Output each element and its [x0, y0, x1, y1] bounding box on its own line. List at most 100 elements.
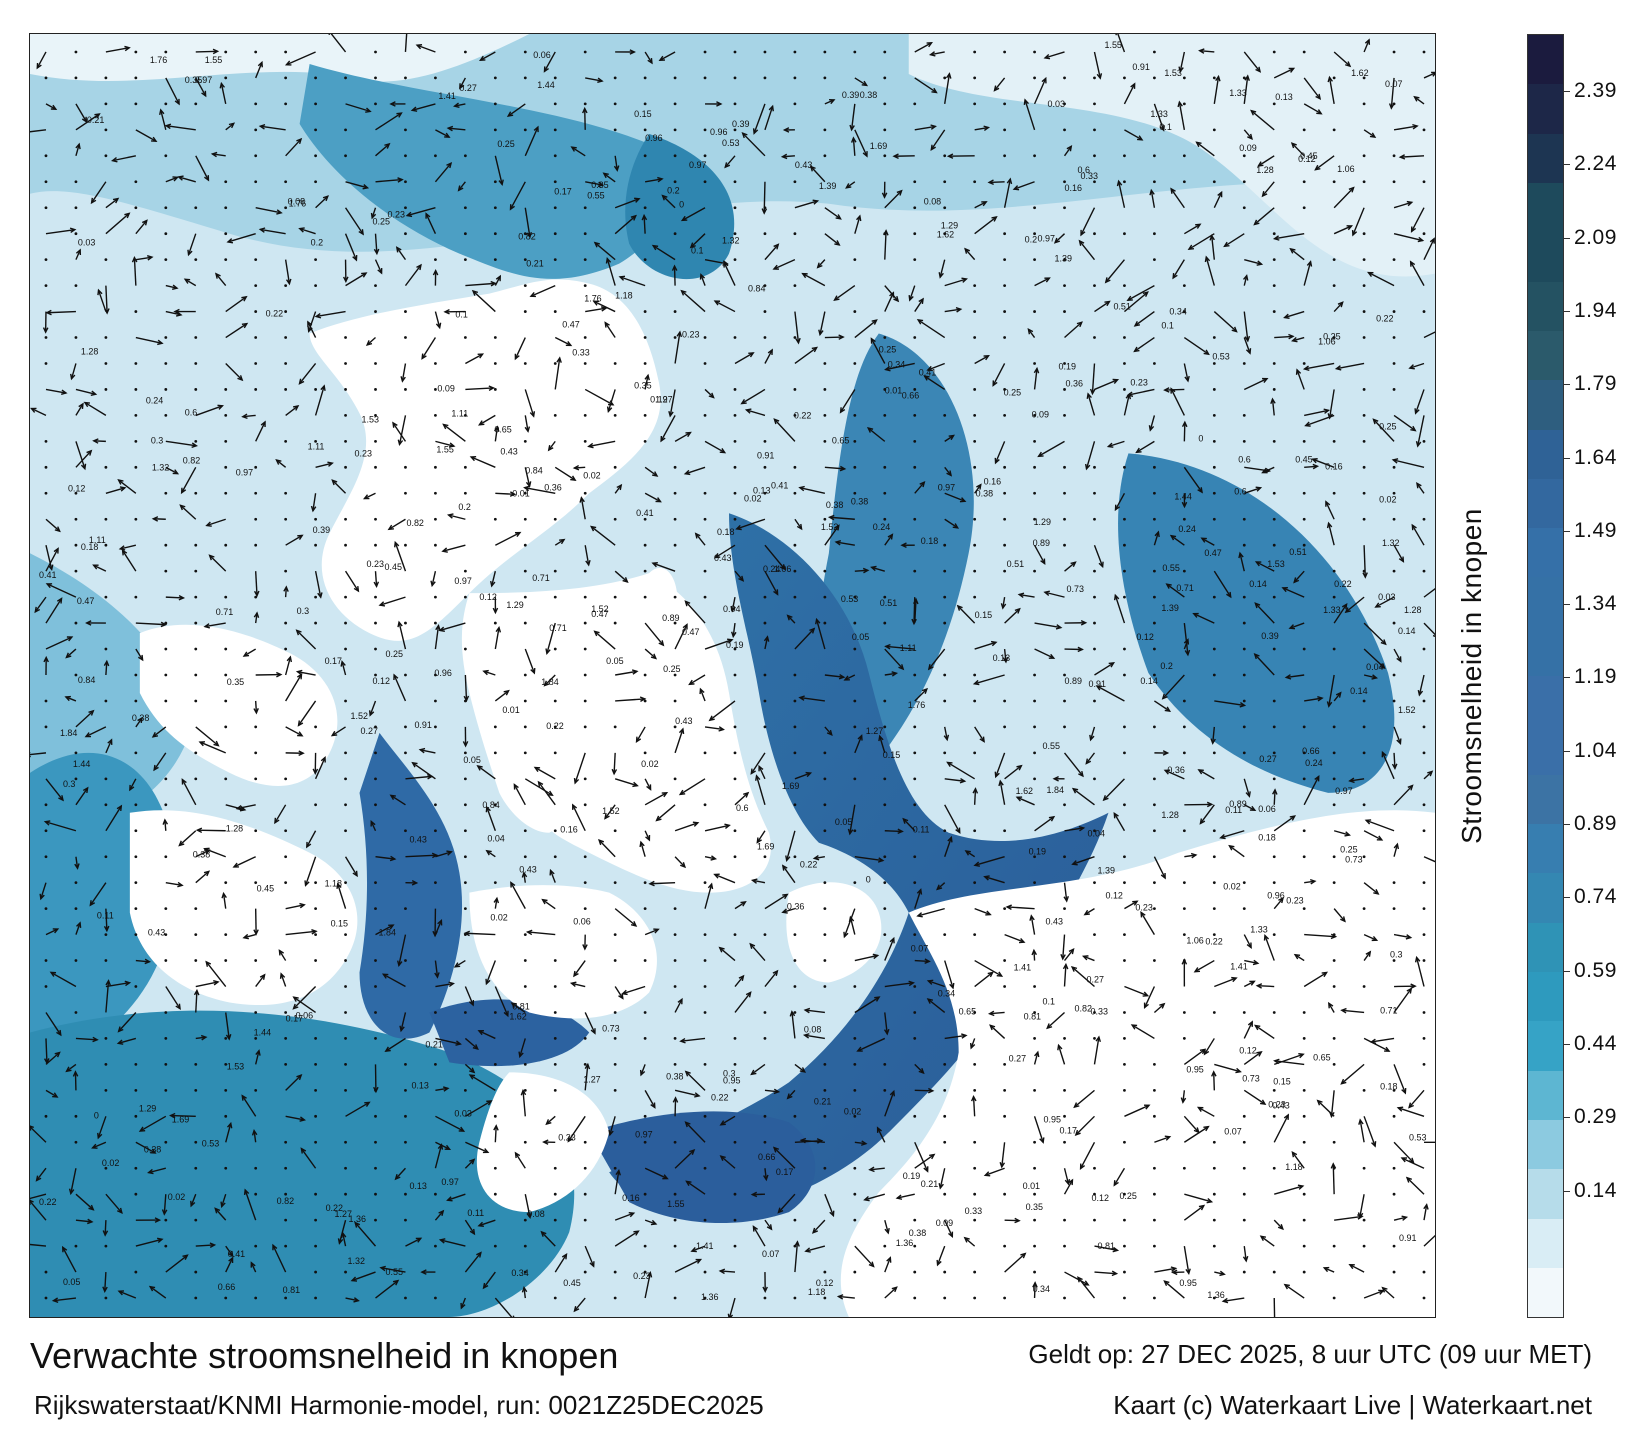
current-arrow	[464, 1219, 475, 1235]
current-arrow-head	[241, 413, 248, 420]
current-arrow-head	[1219, 1270, 1226, 1277]
calm-dot	[194, 569, 198, 573]
current-arrow-head	[983, 1171, 991, 1177]
calm-dot	[943, 569, 947, 573]
current-arrow-head	[1334, 365, 1342, 371]
current-arrow	[965, 850, 976, 858]
calm-dot	[703, 154, 707, 158]
current-arrow	[1044, 51, 1065, 59]
current-arrow-head	[193, 988, 200, 996]
calm-dot	[973, 465, 977, 469]
current-arrow	[405, 775, 432, 780]
calm-dot	[523, 569, 527, 573]
current-arrow	[75, 144, 80, 156]
calm-dot	[1242, 154, 1246, 158]
calm-dot	[104, 128, 108, 132]
current-arrow-head	[340, 660, 346, 667]
current-arrow-head	[74, 863, 80, 870]
current-arrow	[585, 307, 606, 313]
calm-dot	[1212, 414, 1216, 417]
calm-dot	[1093, 647, 1096, 651]
calm-dot	[164, 1037, 168, 1040]
calm-dot	[523, 491, 527, 495]
current-arrow-head	[916, 319, 924, 325]
current-arrow	[1188, 233, 1215, 250]
speed-value-label: 0.73	[602, 1023, 619, 1033]
calm-dot	[1123, 465, 1126, 469]
current-arrow-head	[49, 971, 57, 977]
calm-dot	[973, 1218, 977, 1222]
current-arrow	[1063, 882, 1068, 902]
current-speed-map: 0.25 0.24 0.22 0.3 0.23 0.34 0.38 0.35 0.25 0.17 0…	[29, 33, 1436, 1318]
current-arrow-head	[881, 192, 888, 199]
calm-dot	[314, 933, 317, 936]
current-arrow	[734, 352, 754, 365]
current-arrow-head	[42, 327, 49, 334]
current-arrow-head	[856, 214, 862, 222]
calm-dot	[164, 647, 168, 651]
calm-dot	[583, 1062, 587, 1066]
current-arrow	[412, 103, 436, 112]
current-arrow	[75, 1219, 93, 1223]
current-arrow-head	[257, 60, 263, 68]
current-arrow-head	[177, 881, 184, 888]
calm-dot	[1153, 154, 1156, 158]
calm-dot	[613, 725, 617, 729]
current-arrow-head	[1348, 1263, 1355, 1270]
current-arrow-head	[1033, 366, 1040, 374]
speed-value-label: 0.12	[1105, 891, 1122, 901]
calm-dot	[583, 1218, 587, 1222]
calm-dot	[224, 206, 228, 210]
current-arrow-head	[102, 1286, 108, 1293]
current-arrow	[573, 1297, 586, 1312]
current-arrow	[1284, 1284, 1305, 1299]
calm-dot	[1063, 1218, 1066, 1222]
calm-dot	[104, 362, 108, 365]
current-arrow	[720, 1155, 736, 1169]
speed-value-label: 0.23	[1268, 1099, 1285, 1109]
current-arrow	[719, 947, 736, 962]
calm-dot	[254, 725, 258, 729]
current-arrow	[736, 518, 766, 530]
current-arrow-head	[253, 929, 259, 936]
current-arrow-head	[469, 1228, 476, 1236]
calm-dot	[1093, 102, 1096, 106]
calm-dot	[763, 206, 767, 210]
current-arrow-head	[1410, 983, 1417, 990]
current-arrow	[195, 405, 223, 417]
current-arrow-head	[779, 564, 786, 571]
current-arrow-head	[812, 854, 820, 861]
current-arrow-head	[884, 643, 891, 650]
calm-dot	[134, 439, 138, 443]
current-arrow	[105, 212, 130, 235]
calm-dot	[1362, 232, 1366, 236]
calm-dot	[943, 154, 947, 158]
current-arrow-head	[83, 401, 90, 408]
current-arrow	[104, 1272, 107, 1292]
calm-dot	[643, 881, 647, 885]
current-arrow	[1333, 692, 1342, 702]
speed-value-label: 0.97	[1038, 234, 1055, 244]
calm-dot	[1212, 336, 1216, 339]
speed-value-label: 0.43	[409, 835, 426, 845]
calm-dot	[553, 232, 557, 236]
current-arrow	[714, 873, 736, 884]
current-arrow	[30, 1243, 47, 1247]
current-arrow-head	[503, 689, 510, 696]
calm-dot	[1063, 284, 1066, 288]
speed-value-label: 0.22	[1376, 314, 1393, 324]
calm-dot	[673, 517, 677, 521]
calm-dot	[793, 180, 797, 184]
current-arrow-head	[829, 98, 836, 105]
calm-dot	[284, 855, 288, 859]
current-arrow-head	[1078, 825, 1086, 832]
calm-dot	[374, 777, 377, 781]
current-arrow-head	[639, 1069, 646, 1077]
current-arrow	[541, 1231, 556, 1247]
calm-dot	[853, 258, 857, 262]
speed-value-label: 0.05	[835, 817, 852, 827]
calm-dot	[1093, 76, 1096, 80]
calm-dot	[194, 491, 198, 495]
current-arrow	[843, 908, 856, 937]
calm-dot	[943, 414, 947, 417]
